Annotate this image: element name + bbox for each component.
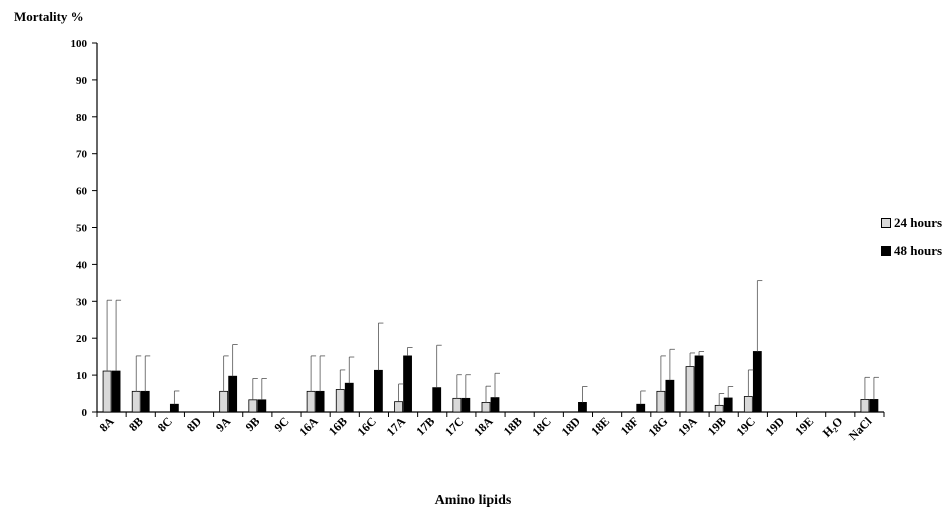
y-tick-label: 30 (76, 296, 88, 308)
error-bars (106, 280, 879, 406)
y-axis-title: Mortality % (14, 9, 84, 24)
bar-48h-8C (169, 403, 179, 413)
bar-24h-19B (714, 404, 724, 413)
legend-item-24-hours: 24 hours (881, 212, 942, 234)
y-tick-label: 90 (76, 75, 88, 87)
bar-48h-19C (752, 351, 762, 413)
x-tick-label: 16A (296, 414, 321, 439)
bar-48h-18A (490, 397, 500, 413)
x-tick-label: 18D (559, 414, 584, 439)
y-tick-label: 100 (71, 38, 88, 50)
bar-48h-8B (140, 390, 150, 413)
bar-24h-9A (219, 390, 229, 413)
y-tick-label: 10 (76, 370, 88, 382)
bar-24h-17C (452, 397, 462, 413)
bar-48h-9A (228, 375, 238, 413)
x-tick-label: 18A (471, 414, 496, 439)
bar-48h-16B (344, 382, 354, 413)
x-tick-label: H₂O (820, 414, 846, 440)
y-tick-label: 50 (76, 223, 88, 235)
x-tick-label: 19A (675, 414, 700, 439)
legend-swatch-48-hours (881, 246, 891, 256)
y-tick-label: 0 (82, 407, 88, 419)
bar-24h-19C (743, 396, 753, 413)
x-tick-label: 19D (763, 414, 788, 439)
x-tick-label: 8B (126, 414, 146, 434)
bar-24h-17A (394, 401, 403, 413)
x-tick-label: 9B (243, 414, 263, 434)
bar-48h-16C (374, 369, 383, 413)
bars (102, 351, 879, 413)
bar-48h-17A (403, 355, 412, 413)
bar-48h-18D (578, 402, 587, 413)
bar-24h-19A (685, 366, 695, 413)
legend-label-24-hours: 24 hours (894, 215, 943, 230)
legend: 24 hours 48 hours (881, 212, 942, 268)
x-tick-label: 18C (529, 414, 554, 439)
x-tick-label: 16B (326, 414, 350, 438)
bar-48h-18F (636, 403, 646, 413)
bar-48h-18G (665, 379, 675, 413)
bar-48h-16A (315, 390, 325, 413)
bar-24h-16A (306, 390, 316, 413)
bar-48h-19B (723, 397, 733, 413)
x-tick-label: 8C (155, 414, 175, 434)
bar-48h-19A (694, 355, 704, 413)
y-tick-label: 70 (76, 149, 88, 161)
bar-48h-8A (111, 370, 121, 413)
bar-24h-NaCl (860, 399, 870, 413)
legend-swatch-24-hours (881, 218, 891, 228)
x-tick-label: 9A (213, 414, 234, 435)
x-tick-label: 17A (384, 414, 409, 439)
bar-48h-9B (257, 399, 267, 413)
y-axis: 0 10 20 30 40 50 60 70 80 90 100 (71, 38, 98, 419)
y-tick-label: 40 (76, 259, 88, 271)
bar-24h-8A (102, 370, 112, 413)
y-tick-label: 80 (76, 112, 88, 124)
x-axis: 8A 8B 8C 8D 9A 9B 9C 16A 16B 16C 17A 17B 17C 18A 18B 18… (96, 411, 885, 443)
x-tick-label: 17B (413, 414, 437, 438)
bar-24h-16B (335, 389, 345, 413)
y-tick-label: 60 (76, 186, 88, 198)
x-tick-label: 19B (705, 414, 729, 438)
bar-24h-8B (131, 390, 141, 413)
x-tick-label: 8D (184, 414, 205, 435)
x-tick-label: 19C (733, 414, 758, 439)
x-tick-label: 9C (271, 414, 291, 434)
bar-24h-9B (248, 399, 258, 413)
bar-48h-17C (461, 397, 471, 413)
x-tick-label: 18F (618, 414, 642, 438)
legend-label-48-hours: 48 hours (894, 243, 943, 258)
x-tick-label: 17C (442, 414, 467, 439)
x-tick-label: 16C (355, 414, 380, 439)
x-axis-title: Amino lipids (434, 493, 512, 508)
x-tick-label: 18B (501, 414, 525, 438)
legend-item-48-hours: 48 hours (881, 240, 942, 262)
x-tick-label: 18G (646, 414, 671, 439)
x-tick-label: 8A (96, 414, 117, 435)
bar-48h-NaCl (869, 399, 879, 413)
x-tick-label: 18E (588, 414, 612, 438)
bar-24h-18G (656, 390, 666, 413)
bar-48h-17B (432, 387, 442, 413)
x-tick-label: NaCl (846, 414, 875, 443)
bar-24h-18A (481, 402, 491, 413)
y-tick-label: 20 (76, 333, 88, 345)
x-tick-label: 19E (792, 414, 816, 438)
